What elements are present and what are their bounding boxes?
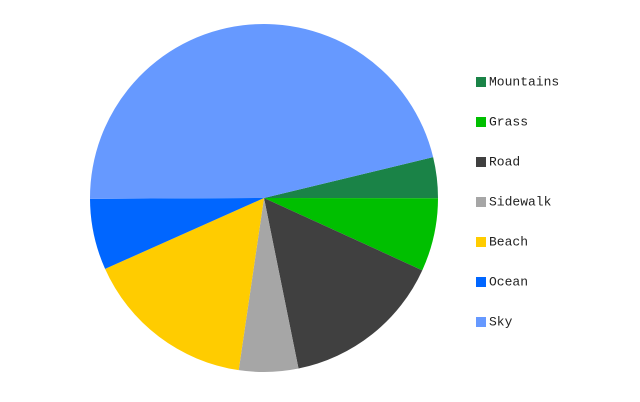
pie-slice xyxy=(264,157,438,199)
legend-label: Ocean xyxy=(489,274,528,289)
legend-swatch xyxy=(476,117,486,127)
legend-label: Sidewalk xyxy=(489,194,552,209)
legend-swatch xyxy=(476,237,486,247)
pie-slice xyxy=(105,198,265,371)
legend-label: Sky xyxy=(489,314,513,329)
legend-label: Grass xyxy=(489,114,528,129)
pie-slice xyxy=(264,198,423,369)
legend-label: Beach xyxy=(489,234,528,249)
pie-slice xyxy=(89,23,434,199)
legend-swatch xyxy=(476,77,486,87)
pie-slice xyxy=(264,198,438,271)
legend-swatch xyxy=(476,277,486,287)
legend-swatch xyxy=(476,197,486,207)
pie-slice xyxy=(238,198,299,372)
legend-swatch xyxy=(476,317,486,327)
legend-label: Road xyxy=(489,154,520,169)
legend-label: Mountains xyxy=(489,74,559,89)
pie-slice xyxy=(90,198,264,269)
legend-swatch xyxy=(476,157,486,167)
